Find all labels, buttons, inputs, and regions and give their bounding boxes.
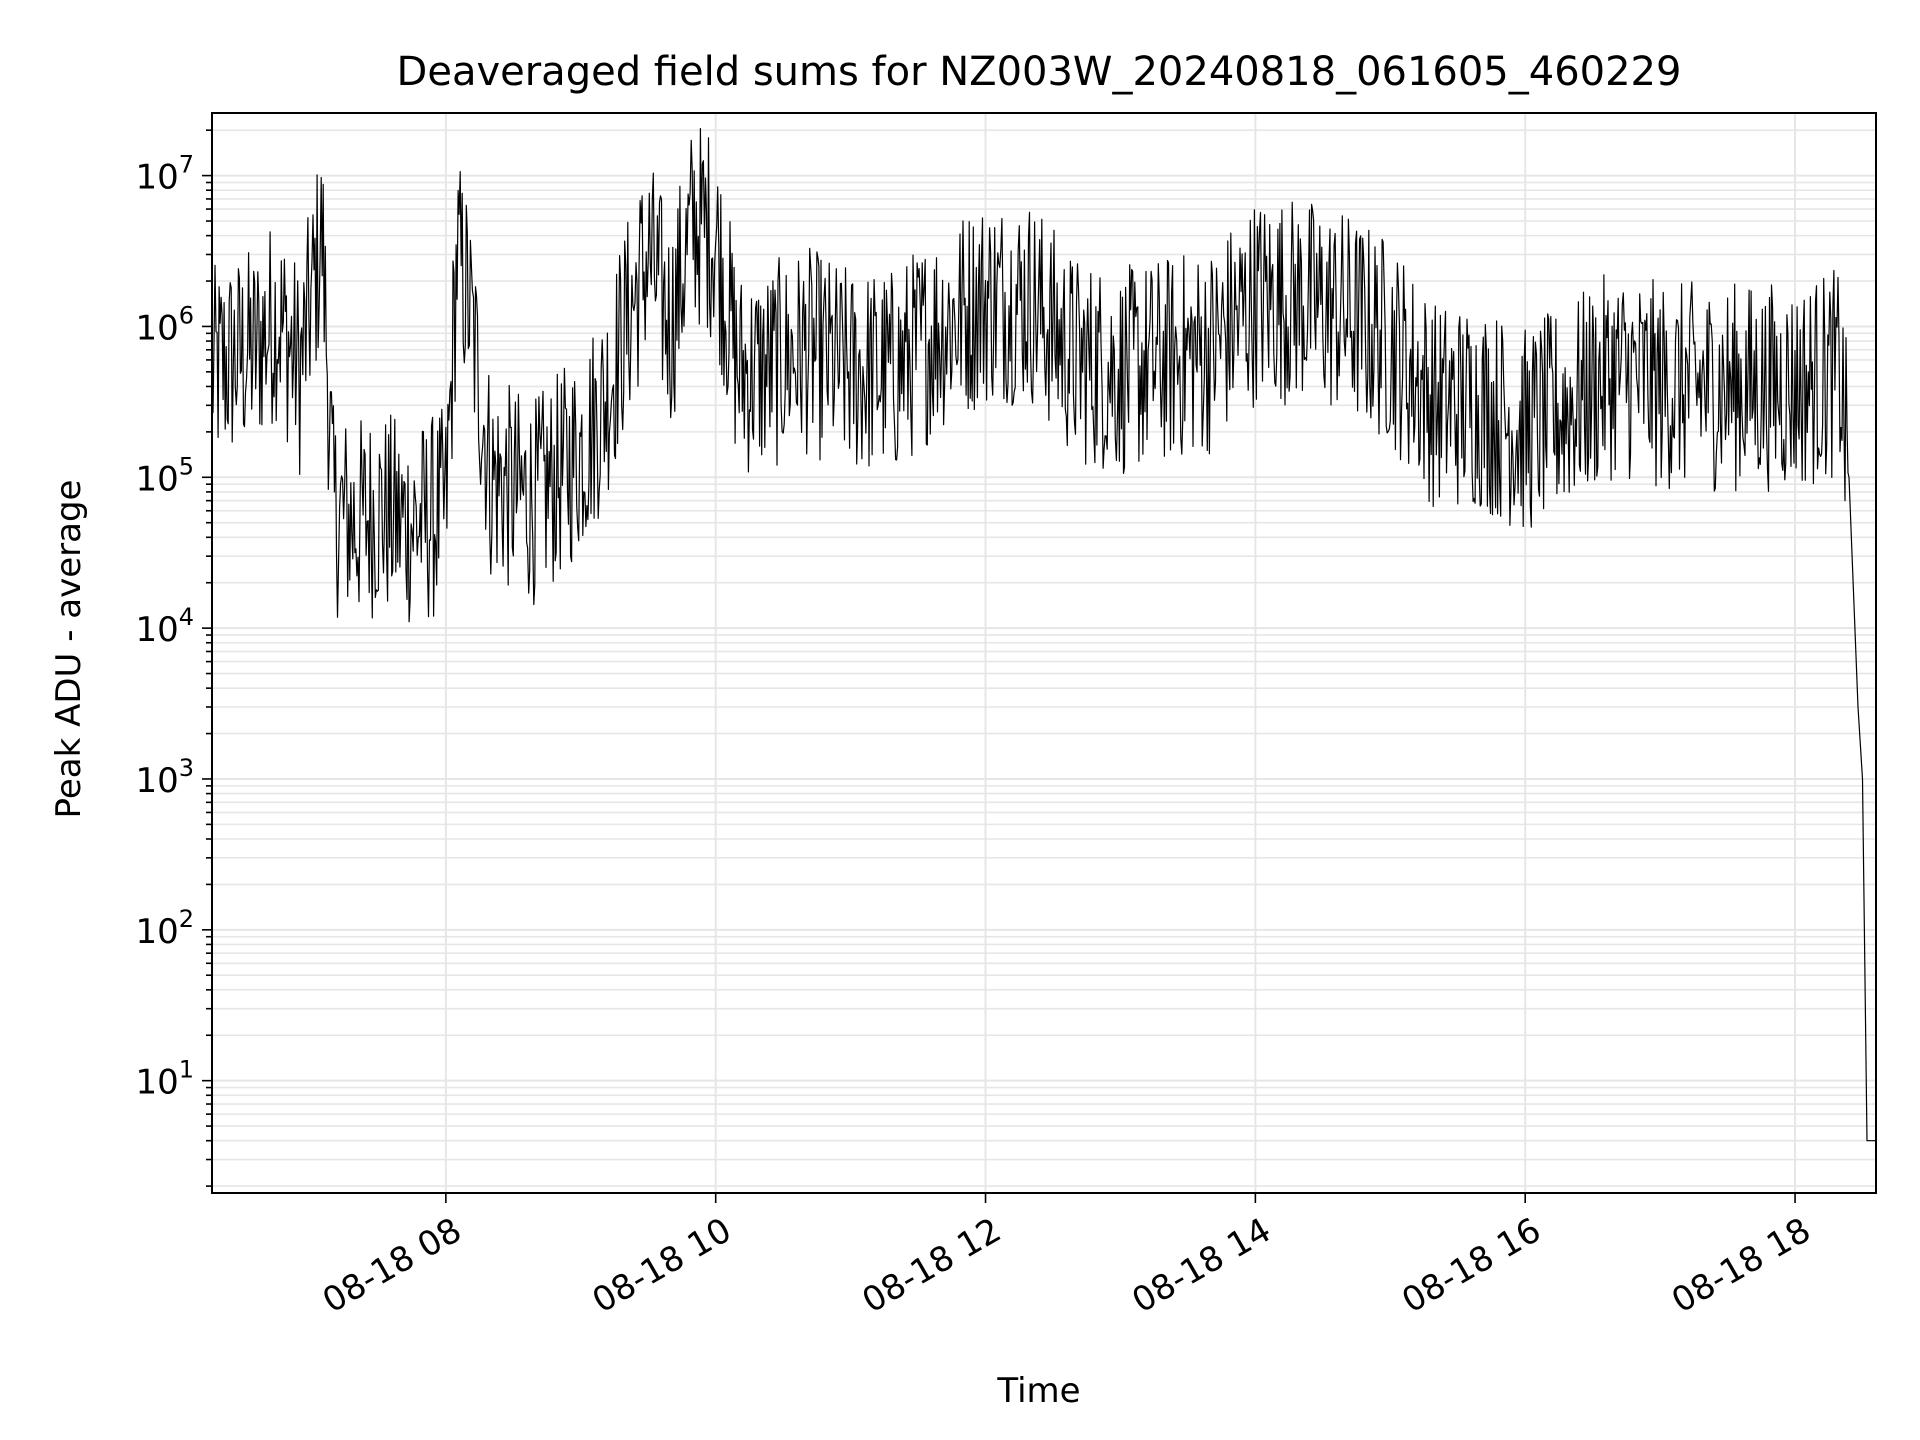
y-tick-base: 10 — [135, 912, 178, 952]
y-tick-exponent: 6 — [179, 301, 194, 329]
y-tick-exponent: 1 — [179, 1056, 194, 1084]
y-tick-base: 10 — [135, 308, 178, 348]
y-axis-label: Peak ADU - average — [49, 480, 89, 819]
y-tick-base: 10 — [135, 459, 178, 499]
y-tick-base: 10 — [135, 610, 178, 650]
y-tick-base: 10 — [135, 1063, 178, 1103]
y-tick-label: 101 — [135, 1056, 194, 1103]
chart-title: Deaveraged field sums for NZ003W_2024081… — [397, 49, 1682, 95]
y-tick-label: 105 — [135, 452, 194, 499]
y-tick-exponent: 2 — [179, 905, 194, 933]
y-tick-label: 107 — [135, 151, 194, 198]
y-tick-label: 102 — [135, 905, 194, 952]
y-tick-base: 10 — [135, 158, 178, 198]
y-tick-exponent: 5 — [179, 452, 194, 480]
y-tick-exponent: 4 — [179, 603, 194, 631]
plot-frame — [211, 112, 1877, 1194]
series-layer — [211, 128, 1876, 1142]
y-tick-exponent: 3 — [179, 754, 194, 782]
y-tick-label: 106 — [135, 301, 194, 348]
x-axis-label: Time — [996, 1371, 1080, 1411]
y-tick-exponent: 7 — [179, 151, 194, 179]
y-tick-label: 103 — [135, 754, 194, 801]
y-tick-base: 10 — [135, 761, 178, 801]
series-line — [211, 128, 1876, 1142]
y-tick-label: 104 — [135, 603, 194, 650]
